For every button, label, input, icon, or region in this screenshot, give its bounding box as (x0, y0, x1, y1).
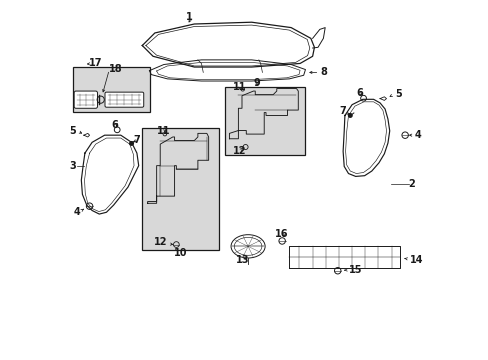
Circle shape (348, 114, 351, 117)
Text: 11: 11 (156, 126, 170, 135)
Text: 5: 5 (70, 126, 76, 135)
Text: 7: 7 (133, 135, 140, 145)
Text: 15: 15 (348, 265, 361, 275)
Text: 7: 7 (339, 106, 346, 116)
Text: 14: 14 (408, 255, 422, 265)
Text: 12: 12 (154, 237, 167, 247)
Text: 11: 11 (233, 82, 246, 93)
Bar (224, 87, 305, 155)
Text: 8: 8 (319, 67, 326, 77)
Text: 4: 4 (73, 207, 80, 217)
Text: 10: 10 (174, 248, 187, 258)
Bar (73, 67, 150, 112)
Text: 1: 1 (185, 12, 192, 22)
Bar (142, 128, 219, 250)
Text: 2: 2 (407, 179, 414, 189)
Text: 17: 17 (89, 58, 102, 68)
Text: 6: 6 (111, 120, 118, 130)
Text: 6: 6 (355, 88, 362, 98)
Text: 13: 13 (236, 255, 249, 265)
Text: 5: 5 (394, 89, 401, 99)
FancyBboxPatch shape (74, 91, 97, 108)
FancyBboxPatch shape (105, 92, 143, 107)
Text: 18: 18 (108, 64, 122, 74)
Text: 9: 9 (253, 78, 260, 88)
Text: 3: 3 (70, 161, 76, 171)
Circle shape (129, 141, 133, 145)
Text: 12: 12 (233, 146, 246, 156)
Text: 16: 16 (275, 229, 288, 239)
Text: 4: 4 (414, 130, 421, 140)
